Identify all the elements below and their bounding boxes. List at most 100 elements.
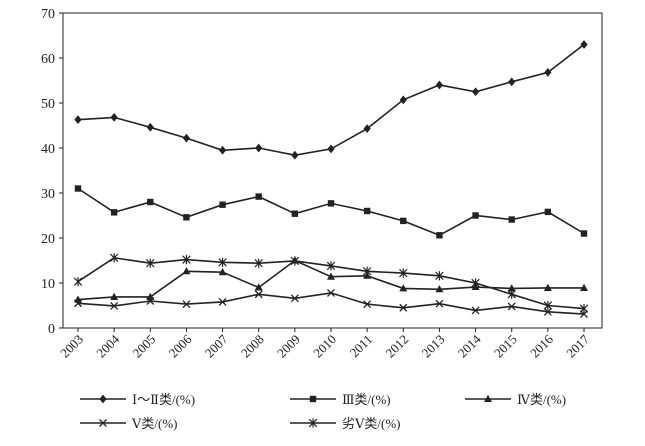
data-point [254,283,263,291]
x-tick-label: 2008 [238,332,267,361]
x-tick-label: 2005 [129,332,158,361]
legend-item: Ⅴ类/(%) [80,416,178,431]
data-point [400,217,407,225]
data-point [146,297,155,305]
data-point [507,302,516,311]
legend-marker [309,395,317,403]
data-point [291,150,299,160]
data-point [435,285,444,293]
data-point [327,288,335,297]
data-point [580,40,588,49]
data-point [218,297,227,306]
series-2 [74,185,588,239]
x-marker-stroke [543,307,552,316]
data-point [218,257,227,267]
data-point [544,208,552,216]
x-tick-label: 2014 [455,331,484,360]
data-point [218,145,227,155]
data-point [435,271,444,281]
data-point [74,299,82,308]
data-point [219,201,226,208]
y-tick-label: 40 [41,142,55,157]
legend-label: Ⅳ类/(%) [517,392,566,407]
data-point [74,185,82,192]
data-point [435,80,444,90]
data-point [146,258,155,268]
data-point [110,292,119,300]
data-point [255,193,262,200]
data-point [435,299,444,308]
data-point [147,198,154,206]
data-point [580,230,588,237]
plot-frame [62,12,603,329]
data-point [291,210,299,217]
legend-marker [99,394,107,404]
data-point [326,261,336,271]
data-point [182,300,191,309]
x-tick-label: 2011 [347,332,376,361]
data-point [218,268,227,276]
data-point [508,77,516,87]
x-marker-stroke [99,419,107,427]
legend-marker [308,418,318,428]
data-point [399,268,408,278]
x-tick-label: 2015 [491,332,520,361]
data-point [579,304,589,314]
legend-marker [99,419,107,427]
data-point [543,283,552,291]
x-marker-stroke [110,301,119,310]
data-point [327,200,335,207]
data-point [363,207,371,215]
data-point [182,255,191,265]
data-point [507,284,516,292]
data-point [290,294,299,303]
x-tick-label: 2010 [310,332,339,361]
data-point [146,122,154,132]
data-point [183,214,190,221]
data-point [399,303,408,312]
legend-label: Ⅰ～Ⅱ类/(%) [132,392,195,407]
data-point [109,253,119,263]
x-marker-stroke [507,302,516,311]
x-tick-label: 2003 [57,332,86,361]
x-marker-stroke [363,300,372,309]
data-point [290,256,300,266]
data-point [436,232,443,239]
y-tick-label: 20 [41,232,55,247]
data-point [363,300,372,309]
data-point [327,272,335,280]
data-point [110,209,118,216]
y-tick-label: 10 [41,277,55,292]
x-tick-label: 2007 [202,331,231,360]
x-tick-label: 2006 [166,331,195,360]
data-point [327,144,335,154]
legend-marker [484,394,492,402]
data-point [255,143,263,153]
x-marker-stroke [254,290,263,299]
y-tick-label: 60 [41,52,55,67]
x-tick-label: 2012 [382,332,411,361]
legend-item: Ⅰ～Ⅱ类/(%) [80,392,195,407]
x-marker-stroke [435,299,444,308]
legend-label: 劣Ⅴ类/(%) [342,416,401,431]
data-point [471,306,480,315]
data-point [182,133,191,143]
data-point [182,267,191,275]
legend-label: Ⅴ类/(%) [131,416,178,431]
data-point [363,124,371,134]
x-marker-stroke [327,288,335,297]
x-marker-stroke [74,299,82,308]
data-point [543,300,553,311]
x-marker-stroke [218,297,227,306]
x-marker-stroke [290,294,299,303]
data-point [472,212,479,219]
x-marker-stroke [182,300,191,309]
x-tick-label: 2009 [274,332,303,361]
series-line [77,43,585,157]
legend-item: Ⅳ类/(%) [465,392,566,407]
data-point [399,284,408,292]
x-marker-stroke [146,297,155,305]
y-tick-label: 50 [41,97,55,112]
x-tick-label: 2004 [93,331,122,360]
